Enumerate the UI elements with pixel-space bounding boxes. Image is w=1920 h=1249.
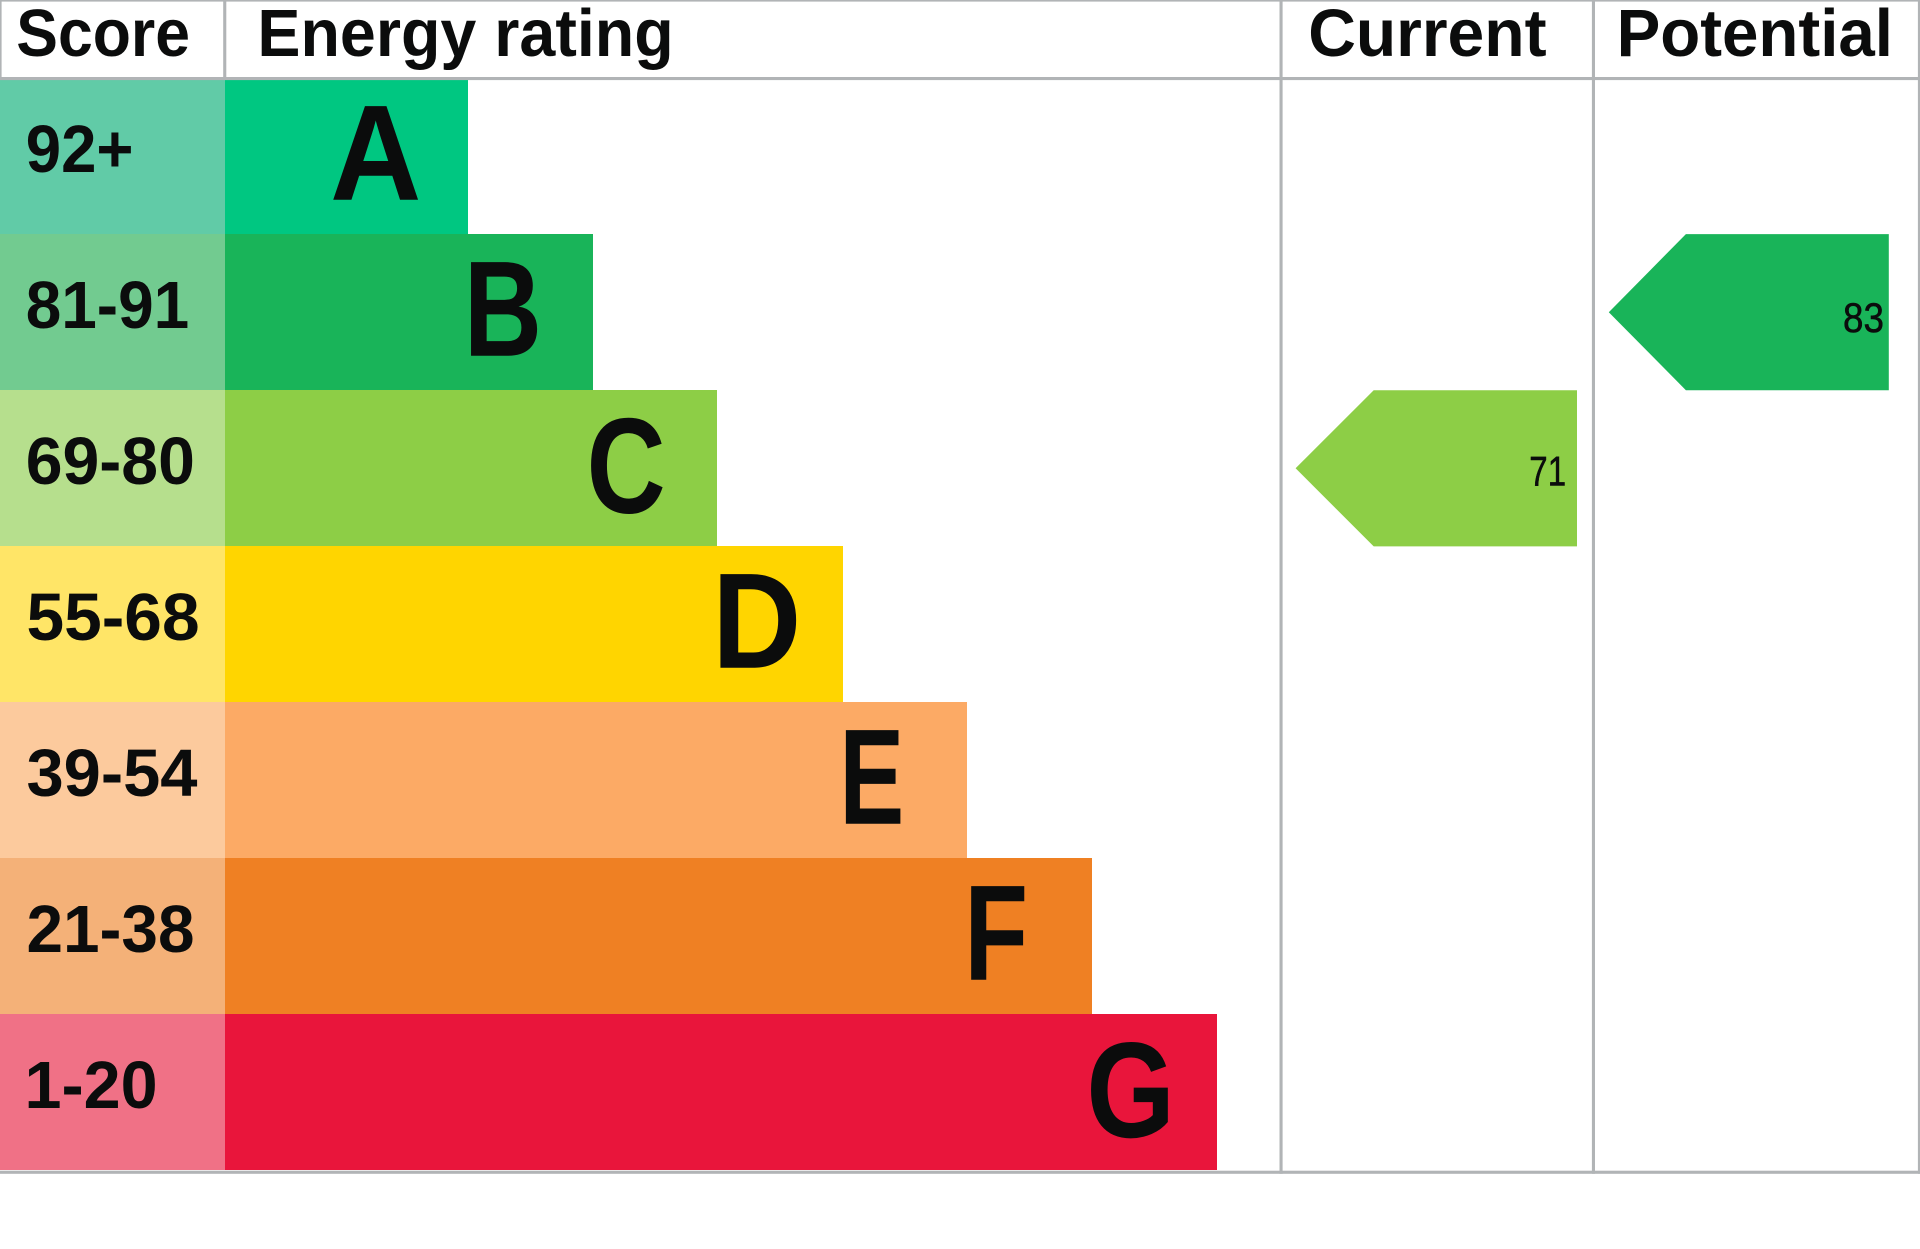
svg-text:C: C xyxy=(587,390,666,542)
svg-text:69-80: 69-80 xyxy=(26,424,195,499)
svg-text:F: F xyxy=(964,857,1028,1009)
svg-text:92+: 92+ xyxy=(26,112,134,187)
svg-text:83: 83 xyxy=(1843,294,1884,341)
svg-text:39-54: 39-54 xyxy=(27,736,198,811)
svg-text:Potential: Potential xyxy=(1617,0,1893,71)
svg-text:D: D xyxy=(712,545,801,697)
svg-text:E: E xyxy=(839,701,904,853)
svg-text:Score: Score xyxy=(16,0,190,71)
svg-text:1-20: 1-20 xyxy=(25,1048,158,1123)
svg-text:21-38: 21-38 xyxy=(27,892,195,967)
svg-text:81-91: 81-91 xyxy=(26,268,190,343)
svg-text:Energy rating: Energy rating xyxy=(257,0,673,71)
svg-text:A: A xyxy=(330,77,421,229)
svg-text:55-68: 55-68 xyxy=(27,580,200,655)
svg-text:Current: Current xyxy=(1308,0,1546,71)
svg-text:B: B xyxy=(464,233,542,385)
svg-text:G: G xyxy=(1086,1014,1175,1166)
svg-text:71: 71 xyxy=(1529,448,1566,495)
